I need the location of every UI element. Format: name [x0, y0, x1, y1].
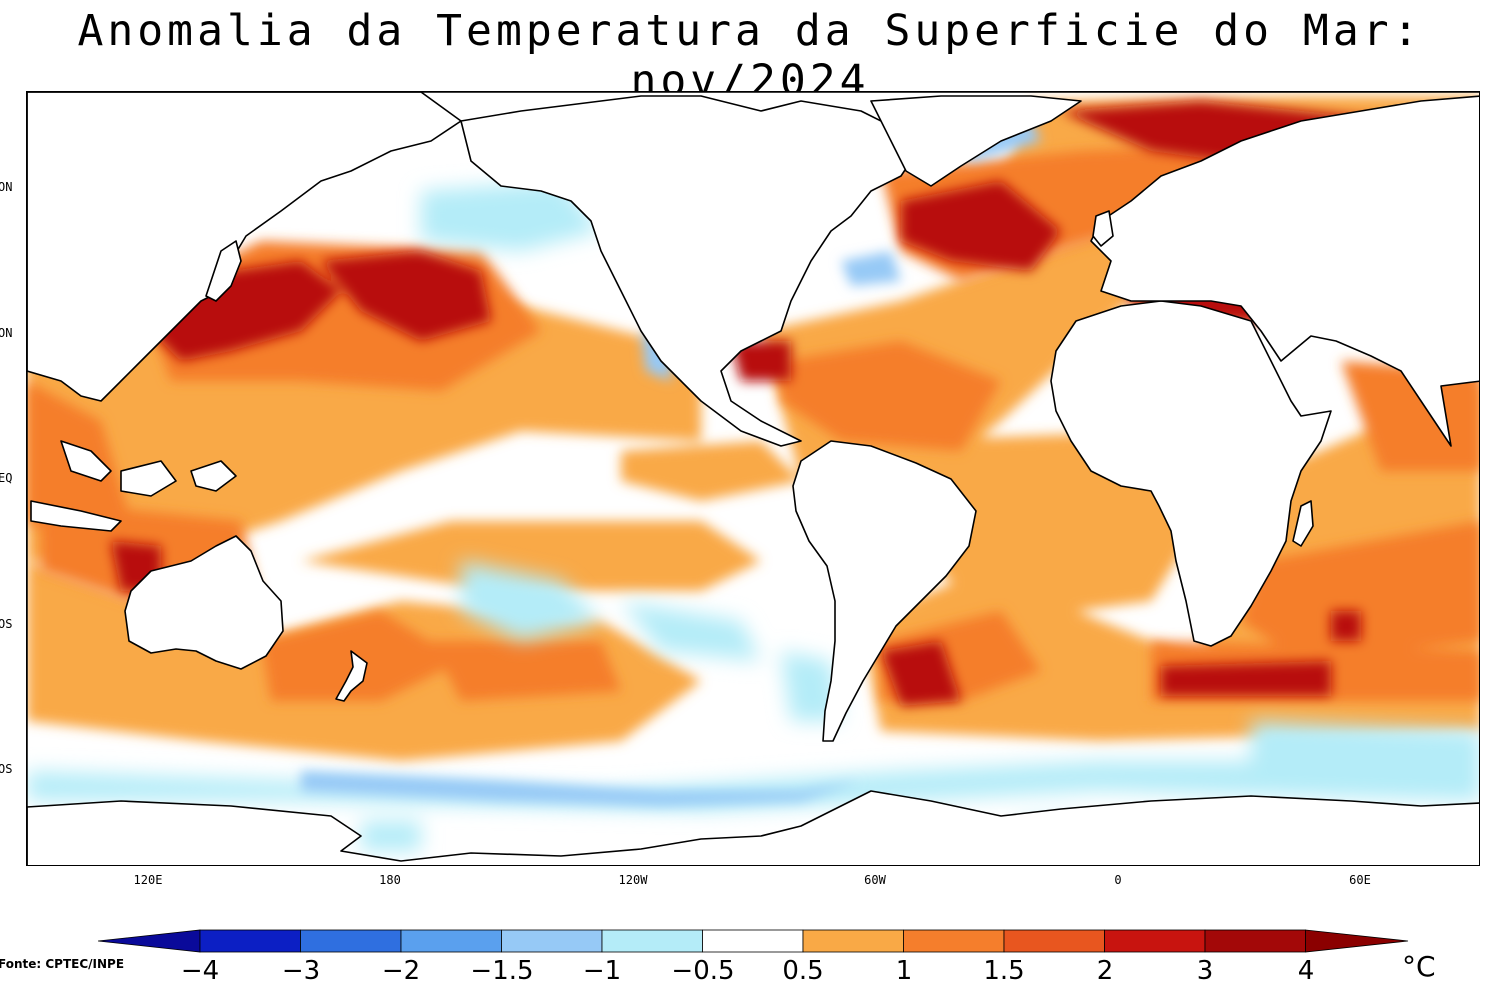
lat-label-30n: ON — [0, 326, 13, 340]
colorbar-swatch-2 — [300, 929, 402, 953]
colorbar-label: 2 — [1096, 956, 1114, 986]
lon-label-120w: 120W — [618, 873, 648, 887]
colorbar-swatch-11 — [1204, 929, 1306, 953]
map-title: Anomalia da Temperatura da Superficie do… — [77, 6, 1423, 106]
colorbar-label: −3 — [281, 956, 321, 986]
colorbar-label: −1 — [582, 956, 622, 986]
colorbar-swatch-0 — [98, 929, 201, 953]
lon-label-60w: 60W — [864, 873, 886, 887]
africa — [1050, 300, 1332, 647]
colorbar-label: 1 — [895, 956, 913, 986]
lon-label-180: 180 — [379, 873, 401, 887]
eurasia — [1090, 95, 1479, 447]
lon-label-120e: 120E — [133, 873, 163, 887]
south-america — [792, 440, 977, 742]
colorbar-unit: °C — [1402, 950, 1436, 983]
colorbar-label: 3 — [1196, 956, 1214, 986]
lat-label-60n: ON — [0, 180, 13, 194]
source-credit: Fonte: CPTEC/INPE — [0, 957, 125, 971]
colorbar-label: −2 — [381, 956, 421, 986]
colorbar-swatch-9 — [1003, 929, 1105, 953]
antarctica — [27, 790, 1479, 865]
lat-label-eq: EQ — [0, 471, 13, 485]
colorbar-swatch-1 — [199, 929, 301, 953]
colorbar-swatch-5 — [601, 929, 703, 953]
continents — [27, 92, 1479, 865]
colorbar-swatch-7 — [802, 929, 904, 953]
colorbar-label: −1.5 — [470, 956, 534, 986]
colorbar-label: 0.5 — [782, 956, 824, 986]
australia — [124, 535, 284, 670]
colorbar-label: 4 — [1297, 956, 1315, 986]
lon-label-60e: 60E — [1349, 873, 1371, 887]
sst-anomaly-map — [26, 91, 1480, 866]
anomaly-cool-light — [27, 181, 1479, 851]
colorbar-label: −4 — [180, 956, 220, 986]
lat-label-30s: OS — [0, 617, 13, 631]
lat-label-60s: OS — [0, 762, 13, 776]
lon-label-0: 0 — [1114, 873, 1122, 887]
greenland — [870, 95, 1082, 187]
colorbar-label: −0.5 — [671, 956, 735, 986]
colorbar-label: 1.5 — [983, 956, 1025, 986]
colorbar-swatch-10 — [1104, 929, 1206, 953]
colorbar — [98, 929, 1409, 953]
north-america — [460, 95, 912, 447]
colorbar-swatch-4 — [501, 929, 603, 953]
colorbar-swatch-12 — [1305, 929, 1409, 953]
map-canvas — [27, 92, 1479, 865]
colorbar-swatch-8 — [903, 929, 1005, 953]
colorbar-swatch-6 — [702, 929, 804, 953]
colorbar-swatch-3 — [400, 929, 502, 953]
